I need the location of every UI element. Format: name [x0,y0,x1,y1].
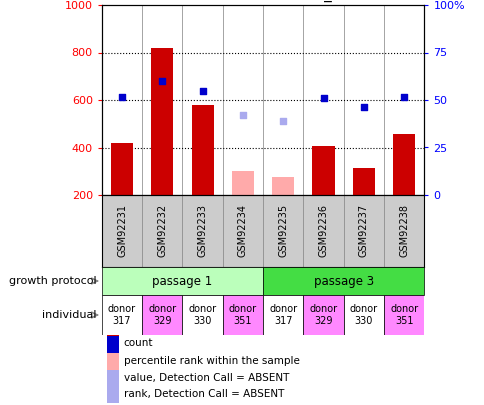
Text: donor
330: donor 330 [188,304,216,326]
Text: GSM92232: GSM92232 [157,204,167,257]
Text: donor
317: donor 317 [269,304,297,326]
Text: passage 1: passage 1 [152,275,212,288]
Bar [142,295,182,335]
Bar [222,295,262,335]
Bar [106,370,119,405]
Point [118,94,126,100]
Bar [106,336,119,385]
Bar [102,267,262,295]
Bar [383,295,424,335]
Text: GSM92236: GSM92236 [318,204,328,257]
Bar [262,295,303,335]
Point [319,95,327,101]
Point [198,88,206,94]
Text: GSM92237: GSM92237 [358,204,368,257]
Text: value, Detection Call = ABSENT: value, Detection Call = ABSENT [123,373,288,382]
Bar [106,319,119,368]
Bar [303,295,343,335]
Bar [352,168,374,195]
Point [359,103,367,110]
Text: rank, Detection Call = ABSENT: rank, Detection Call = ABSENT [123,390,284,399]
Point [239,112,246,119]
Text: count: count [123,339,153,348]
Text: donor
329: donor 329 [309,304,337,326]
Text: GSM92233: GSM92233 [197,204,207,257]
Bar [191,105,213,195]
Point [158,78,166,84]
Bar [231,171,254,195]
Text: donor
351: donor 351 [228,304,257,326]
Bar [182,295,222,335]
Bar [106,353,119,402]
Bar [393,134,414,195]
Bar [272,177,294,195]
Text: donor
317: donor 317 [108,304,136,326]
Text: GSM92238: GSM92238 [398,204,408,257]
Bar [262,267,424,295]
Bar [111,143,133,195]
Text: GSM92234: GSM92234 [238,204,247,257]
Point [279,118,287,125]
Text: GSM92231: GSM92231 [117,204,127,257]
Text: passage 3: passage 3 [313,275,373,288]
Text: GSM92235: GSM92235 [278,204,287,257]
Text: donor
351: donor 351 [389,304,417,326]
Text: individual: individual [43,310,97,320]
Title: GDS1869 / 239922_at: GDS1869 / 239922_at [179,0,347,2]
Bar [343,295,383,335]
Bar [312,146,334,195]
Text: growth protocol: growth protocol [9,276,97,286]
Bar [102,295,142,335]
Text: donor
330: donor 330 [349,304,377,326]
Text: donor
329: donor 329 [148,304,176,326]
Text: percentile rank within the sample: percentile rank within the sample [123,356,299,365]
Point [399,94,407,100]
Bar [151,48,173,195]
